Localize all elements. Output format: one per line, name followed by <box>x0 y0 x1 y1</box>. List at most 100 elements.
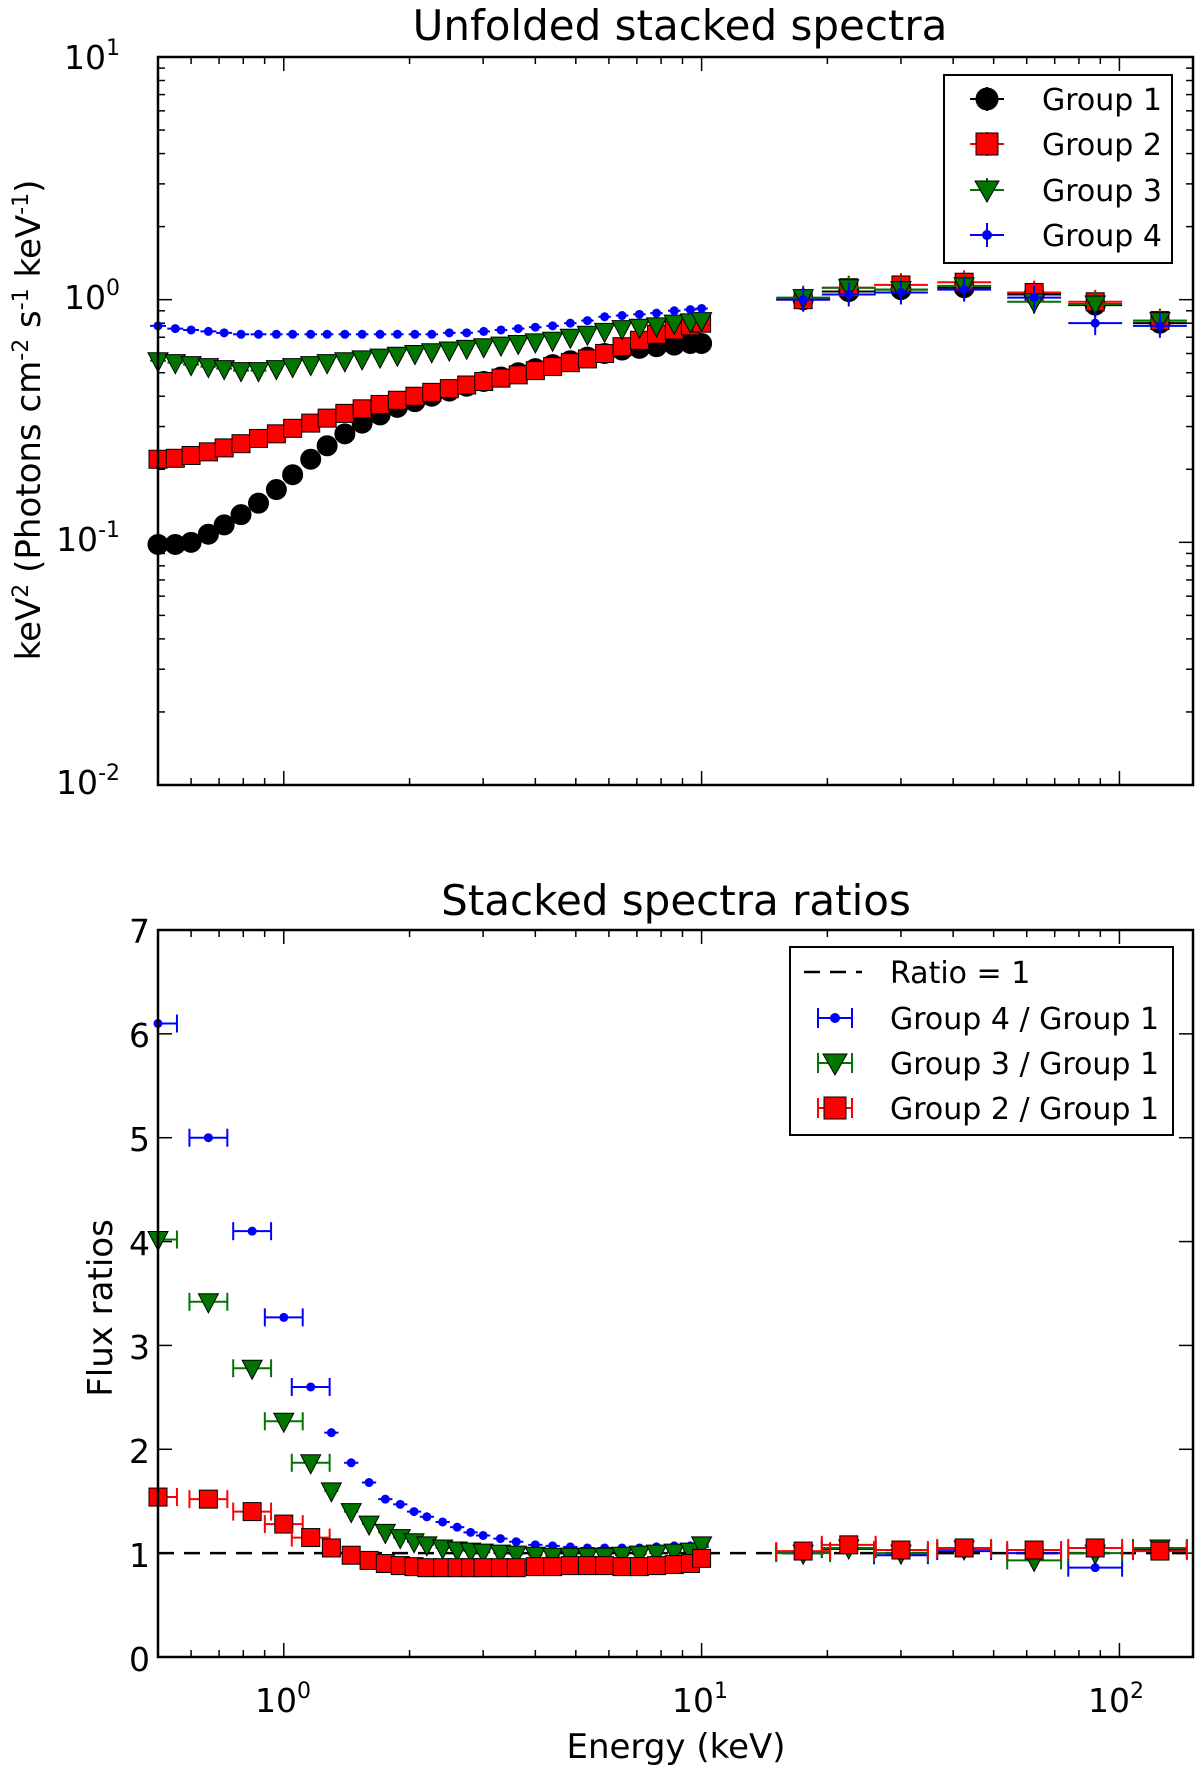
data-point <box>283 418 303 438</box>
data-point <box>230 504 252 526</box>
data-point <box>236 329 246 339</box>
data-point <box>663 1543 686 1565</box>
data-point <box>444 328 454 338</box>
data-point <box>473 1558 493 1578</box>
data-point <box>685 305 695 315</box>
data-point <box>565 318 575 328</box>
spectra-legend-label: Group 4 <box>1042 219 1162 254</box>
dot-marker-icon <box>830 1013 840 1023</box>
data-point <box>231 434 251 454</box>
data-point <box>525 361 545 381</box>
data-point <box>438 1517 448 1527</box>
data-point <box>457 375 477 395</box>
spectra-ylabel-mid2: s <box>9 310 49 339</box>
ratios-xtick-label: 101 <box>672 1679 728 1720</box>
ratios-legend-label: Group 2 / Group 1 <box>890 1092 1159 1127</box>
data-point <box>844 290 854 300</box>
data-point <box>452 1522 462 1532</box>
data-point <box>341 1545 361 1565</box>
data-point <box>404 345 426 366</box>
data-point <box>370 394 390 414</box>
data-point <box>628 318 651 340</box>
data-point <box>422 382 442 402</box>
data-point <box>386 346 409 368</box>
data-point <box>203 1133 213 1143</box>
data-point <box>577 1556 597 1576</box>
data-point <box>577 349 597 369</box>
ratios-legend-item-group2: Group 2 / Group 1 <box>817 1092 1159 1127</box>
data-point <box>511 1537 521 1547</box>
data-point <box>1150 1541 1170 1561</box>
ratios-legend-label: Group 3 / Group 1 <box>890 1047 1159 1082</box>
spectra-ylabel-sup4: -1 <box>9 193 34 215</box>
ratios-plot-frame <box>156 928 1195 1659</box>
data-point <box>203 326 213 336</box>
data-point <box>455 339 478 361</box>
data-point <box>1090 1563 1100 1573</box>
data-point <box>664 1555 684 1575</box>
data-point <box>266 424 286 444</box>
data-point <box>954 1538 974 1558</box>
data-point <box>548 321 558 331</box>
data-point <box>478 1530 488 1540</box>
circle-marker-icon <box>975 87 999 111</box>
data-point <box>560 353 580 373</box>
data-point <box>530 322 540 332</box>
data-point <box>170 324 180 334</box>
data-point <box>439 379 459 399</box>
data-point <box>524 333 547 354</box>
ratios-panel: Stacked spectra ratios Flux ratios Energ… <box>81 876 1195 1767</box>
spectra-ylabel-mid3: keV <box>9 215 49 288</box>
series-group-2-group-1 <box>148 1487 1188 1578</box>
data-point <box>288 329 298 339</box>
data-point <box>427 329 437 339</box>
spectra-ylabel-post: ) <box>9 180 49 193</box>
spectra-legend-label: Group 1 <box>1042 83 1162 118</box>
spectra-data-points <box>147 270 1187 555</box>
data-point <box>306 329 316 339</box>
series-group-4 <box>150 277 1187 339</box>
dot-marker-icon <box>982 230 992 240</box>
data-point <box>326 1428 336 1438</box>
data-point <box>375 329 385 339</box>
data-point <box>334 423 356 445</box>
spectra-legend-label: Group 3 <box>1042 174 1162 209</box>
data-point <box>891 1540 911 1560</box>
data-point <box>690 1536 713 1557</box>
data-point <box>340 329 350 339</box>
data-point <box>197 1293 220 1314</box>
ratios-xtick-label: 100 <box>255 1679 311 1720</box>
data-point <box>219 328 229 338</box>
data-point <box>1155 321 1165 331</box>
spectra-ylabel: keV2 (Photons cm-2 s-1 keV-1) <box>9 180 49 661</box>
data-point <box>320 1482 343 1503</box>
data-point <box>213 360 235 381</box>
spectra-panel: Unfolded stacked spectra keV2 (Photons c… <box>9 1 1195 802</box>
square-marker-icon <box>823 1096 847 1120</box>
spectra-legend-item-group3: Group 3 <box>970 174 1162 209</box>
data-point <box>249 428 269 448</box>
data-point <box>507 334 530 356</box>
data-point <box>321 1538 341 1558</box>
data-point <box>299 1454 322 1475</box>
data-point <box>1090 318 1100 328</box>
ratios-ylabel: Flux ratios <box>81 1219 121 1397</box>
spectra-ytick-label: 10-2 <box>56 761 120 802</box>
ratios-ytick-label: 1 <box>129 1536 150 1575</box>
data-point <box>274 1514 294 1534</box>
data-point <box>272 1412 295 1434</box>
data-point <box>576 325 599 347</box>
data-point <box>431 1539 454 1561</box>
data-point <box>472 1543 494 1565</box>
data-point <box>197 358 220 379</box>
data-point <box>438 341 461 363</box>
data-point <box>254 329 264 339</box>
spectra-ytick-label: 100 <box>64 276 120 317</box>
data-point <box>669 306 679 316</box>
ratios-ytick-label: 4 <box>129 1224 150 1263</box>
spectra-ylabel-pre: keV <box>9 598 49 661</box>
data-point <box>181 445 201 465</box>
data-point <box>652 308 662 318</box>
ratios-ytick-label: 6 <box>129 1016 150 1055</box>
